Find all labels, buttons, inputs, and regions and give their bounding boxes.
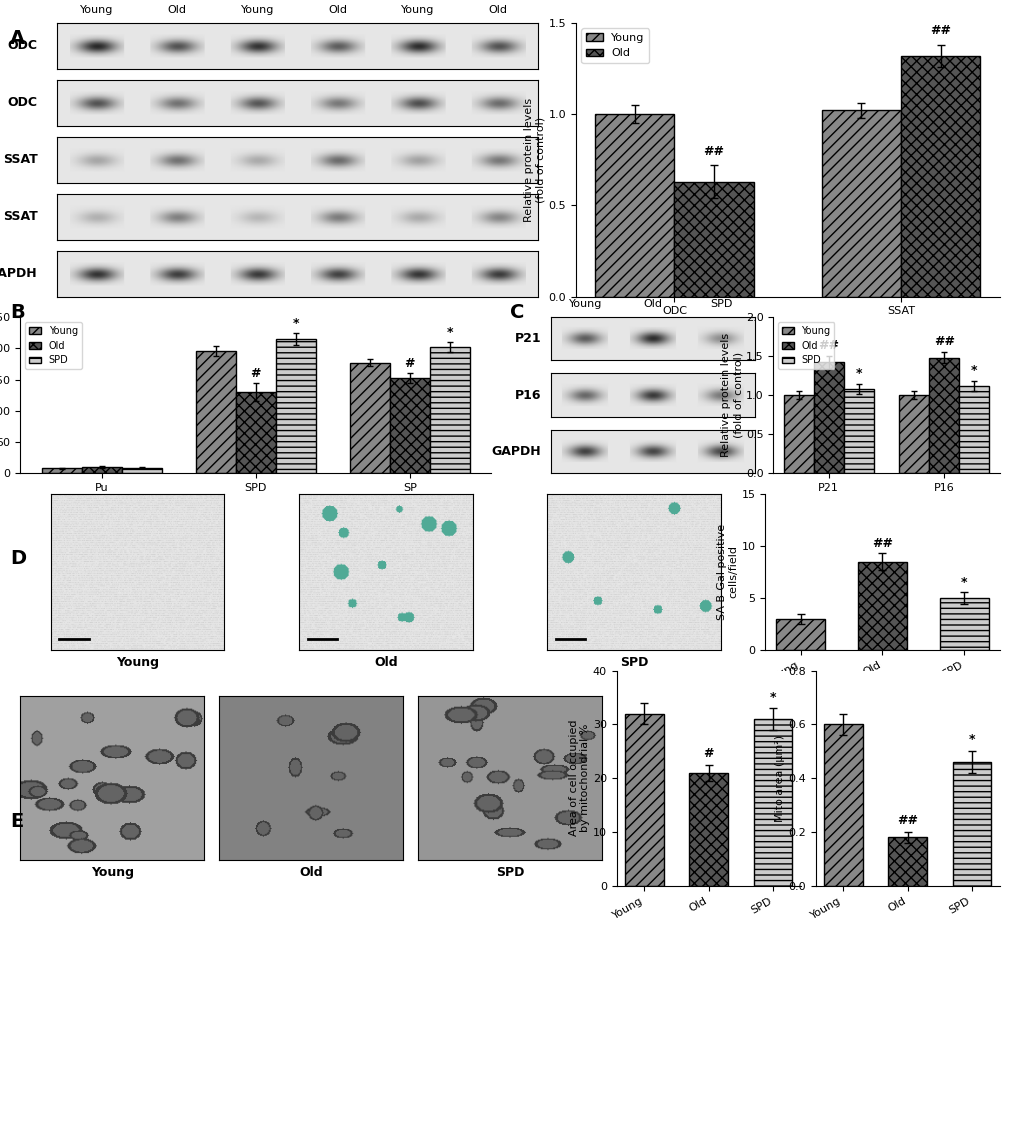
Text: *: * [960, 575, 967, 589]
Y-axis label: Relative protein levels
(fold of control): Relative protein levels (fold of control… [720, 333, 742, 458]
Text: Young: Young [81, 5, 113, 15]
Bar [674, 182, 753, 296]
Bar [350, 363, 389, 474]
Bar [82, 467, 121, 474]
Text: Old: Old [167, 5, 186, 15]
Bar [823, 724, 862, 885]
Bar [821, 111, 900, 296]
Text: Young: Young [400, 5, 434, 15]
Text: A: A [10, 29, 25, 48]
X-axis label: SPD: SPD [495, 866, 524, 879]
Bar [275, 339, 316, 474]
Bar [625, 714, 663, 885]
Bar [958, 386, 988, 474]
Y-axis label: Area of cell occupied
by mitochondrial %: Area of cell occupied by mitochondrial % [568, 720, 590, 836]
X-axis label: Young: Young [116, 656, 159, 669]
Text: ##: ## [932, 335, 954, 348]
Bar [389, 379, 429, 474]
Text: Old: Old [488, 5, 507, 15]
Bar [196, 351, 235, 474]
Y-axis label: Relative protein levels
(fold of control): Relative protein levels (fold of control… [524, 97, 545, 222]
Text: Old: Old [643, 300, 662, 309]
Text: ODC: ODC [7, 39, 38, 53]
Text: ##: ## [929, 24, 951, 38]
Text: D: D [10, 549, 26, 569]
Text: Young: Young [240, 5, 274, 15]
Bar [888, 837, 926, 885]
Text: SSAT: SSAT [3, 210, 38, 223]
Text: *: * [292, 317, 299, 329]
Bar [899, 395, 928, 474]
Text: #: # [405, 357, 415, 371]
Text: C: C [510, 303, 524, 323]
Legend: Young, Old: Young, Old [581, 29, 649, 63]
X-axis label: Old: Old [300, 866, 323, 879]
Bar [928, 358, 958, 474]
Text: *: * [970, 364, 976, 378]
Bar [857, 562, 906, 650]
Bar [594, 114, 674, 296]
Text: Old: Old [328, 5, 346, 15]
Text: GAPDH: GAPDH [0, 268, 38, 280]
Text: E: E [10, 812, 23, 832]
Bar [952, 762, 990, 885]
Bar [938, 598, 988, 650]
Text: ##: ## [871, 537, 892, 550]
Text: #: # [703, 747, 713, 761]
Text: #: # [251, 366, 261, 380]
Bar [753, 718, 792, 885]
Bar [900, 56, 979, 296]
Text: B: B [10, 303, 24, 323]
Text: P21: P21 [515, 332, 541, 345]
Bar [42, 468, 82, 474]
Bar [813, 363, 843, 474]
Text: GAPDH: GAPDH [491, 445, 541, 459]
Bar [429, 347, 470, 474]
Bar [235, 392, 275, 474]
Y-axis label: SA-B-Gal positive
cells/field: SA-B-Gal positive cells/field [716, 524, 738, 620]
Bar [783, 395, 813, 474]
Text: *: * [855, 367, 861, 380]
X-axis label: Young: Young [91, 866, 133, 879]
Text: SSAT: SSAT [3, 153, 38, 166]
X-axis label: Old: Old [374, 656, 397, 669]
Text: P16: P16 [515, 389, 541, 402]
Y-axis label: Mito area (μm²): Mito area (μm²) [774, 734, 785, 821]
Bar [689, 772, 728, 885]
Legend: Young, Old, SPD: Young, Old, SPD [777, 321, 834, 370]
Text: ##: ## [817, 339, 839, 352]
Bar [775, 619, 824, 650]
Bar [121, 468, 162, 474]
Text: ##: ## [896, 813, 917, 826]
Text: *: * [968, 733, 974, 746]
Legend: Young, Old, SPD: Young, Old, SPD [25, 321, 82, 370]
Text: *: * [446, 326, 452, 339]
Bar [843, 389, 873, 474]
Text: ##: ## [703, 145, 723, 158]
Text: ODC: ODC [7, 96, 38, 109]
X-axis label: SPD: SPD [620, 656, 648, 669]
Text: Young: Young [569, 300, 601, 309]
Text: *: * [769, 691, 775, 704]
Text: SPD: SPD [709, 300, 732, 309]
